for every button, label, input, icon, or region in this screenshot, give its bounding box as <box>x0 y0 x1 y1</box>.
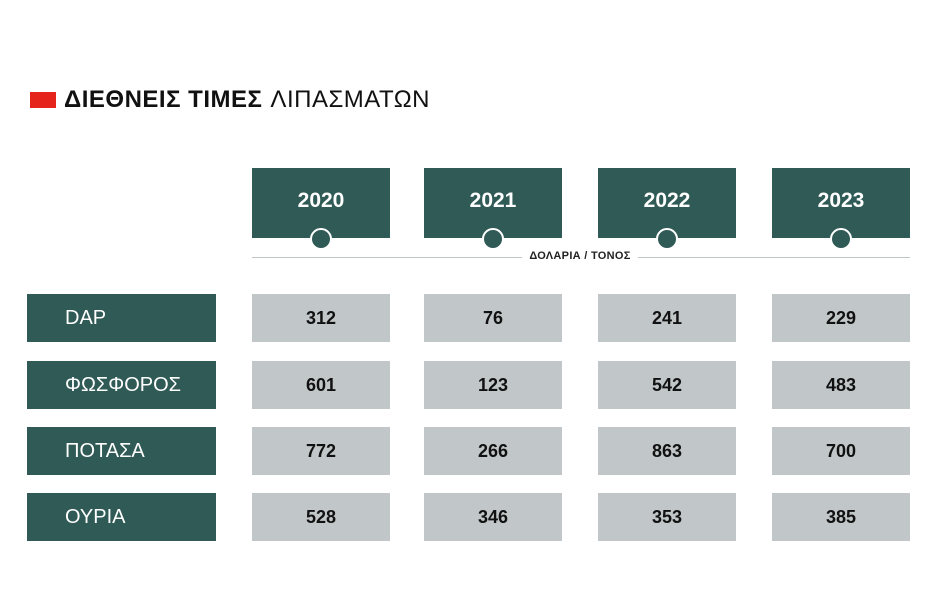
price-cell: 229 <box>772 294 910 342</box>
year-marker-dot <box>830 228 852 250</box>
year-marker-dot <box>310 228 332 250</box>
title-light-text: ΛΙΠΑΣΜΑΤΩΝ <box>270 86 430 113</box>
price-cell: 346 <box>424 493 562 541</box>
year-marker-dot <box>656 228 678 250</box>
row-label: ΟΥΡΙΑ <box>27 493 216 541</box>
unit-divider-left <box>252 257 522 258</box>
row-label: ΦΩΣΦΟΡΟΣ <box>27 361 216 409</box>
price-cell: 353 <box>598 493 736 541</box>
chart-title: ΔΙΕΘΝΕΙΣ ΤΙΜΕΣ ΛΙΠΑΣΜΑΤΩΝ <box>30 86 430 114</box>
year-header-2022: 2022 <box>598 168 736 238</box>
price-cell: 266 <box>424 427 562 475</box>
price-cell: 312 <box>252 294 390 342</box>
row-label: ΠΟΤΑΣΑ <box>27 427 216 475</box>
price-cell: 601 <box>252 361 390 409</box>
price-cell: 483 <box>772 361 910 409</box>
title-accent-mark <box>30 92 56 108</box>
title-bold-text: ΔΙΕΘΝΕΙΣ ΤΙΜΕΣ <box>64 86 263 113</box>
price-cell: 123 <box>424 361 562 409</box>
price-cell: 542 <box>598 361 736 409</box>
year-header-2021: 2021 <box>424 168 562 238</box>
row-label: DAP <box>27 294 216 342</box>
price-cell: 241 <box>598 294 736 342</box>
year-marker-dot <box>482 228 504 250</box>
year-header-2023: 2023 <box>772 168 910 238</box>
price-cell: 528 <box>252 493 390 541</box>
price-cell: 700 <box>772 427 910 475</box>
price-cell: 76 <box>424 294 562 342</box>
price-cell: 772 <box>252 427 390 475</box>
unit-divider-right <box>638 257 910 258</box>
price-cell: 385 <box>772 493 910 541</box>
year-header-2020: 2020 <box>252 168 390 238</box>
unit-label: ΔΟΛΑΡΙΑ / ΤΟΝΟΣ <box>529 250 631 262</box>
price-cell: 863 <box>598 427 736 475</box>
